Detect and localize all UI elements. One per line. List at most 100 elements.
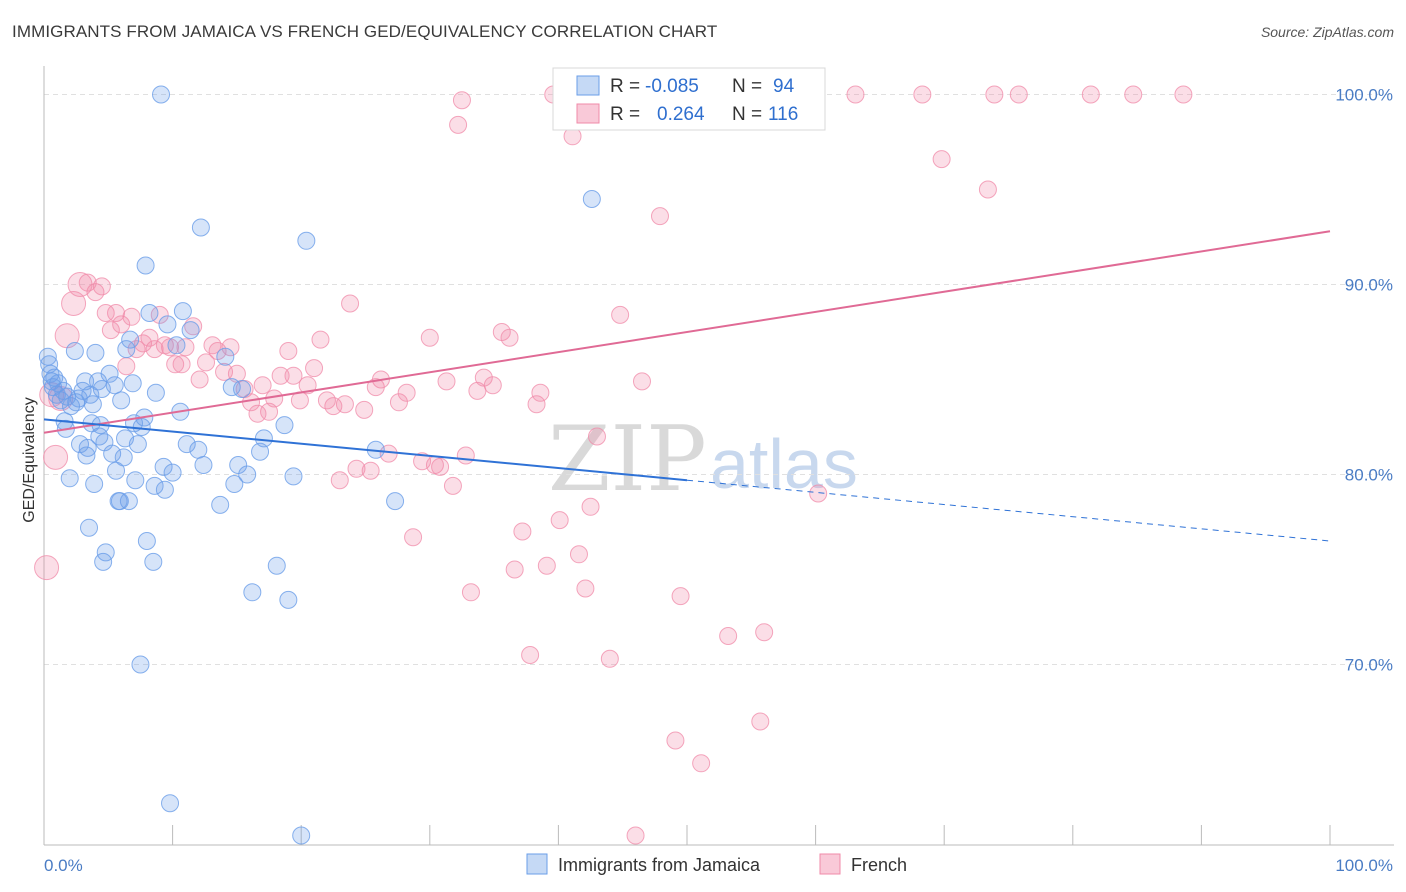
jamaica-point [67, 393, 86, 412]
jamaica-point [144, 552, 163, 571]
french-point [666, 731, 685, 750]
french-point [671, 587, 690, 606]
jamaica-point [177, 435, 196, 454]
french-point [581, 497, 600, 516]
french-point [361, 461, 380, 480]
jamaica-point [243, 583, 262, 602]
french-point [260, 402, 279, 421]
jamaica-point [146, 383, 165, 402]
y-tick-label: 100.0% [1335, 86, 1393, 105]
jamaica-point [136, 256, 155, 275]
french-point [449, 115, 468, 134]
jamaica-point [233, 380, 252, 398]
french-point [172, 355, 191, 374]
french-point [576, 579, 595, 598]
jamaica-point [86, 343, 105, 362]
french-point [197, 353, 216, 372]
french-point [253, 376, 272, 395]
bottom-legend-swatch-french [819, 853, 841, 875]
jamaica-point [161, 794, 180, 813]
y-tick-label: 80.0% [1345, 466, 1393, 485]
french-point [305, 359, 324, 378]
jamaica-point [123, 374, 142, 393]
trend-lines [43, 230, 1331, 542]
x-tick-labels: 0.0% 100.0% [44, 856, 1393, 875]
french-point [101, 321, 120, 340]
french-point [985, 85, 1004, 104]
jamaica-point [78, 438, 97, 457]
jamaica-points [38, 85, 601, 845]
french-point [61, 291, 87, 316]
chart-title: IMMIGRANTS FROM JAMAICA VS FRENCH GED/EQ… [12, 22, 718, 41]
french-point [531, 383, 550, 402]
french-point [78, 273, 97, 292]
french-point [279, 342, 298, 360]
french-point [719, 627, 738, 645]
french-point [298, 376, 317, 395]
french-point [190, 370, 209, 389]
french-point [347, 459, 366, 478]
jamaica-point [238, 465, 257, 484]
legend-n-value-jamaica: 94 [773, 76, 795, 97]
jamaica-point [140, 304, 159, 322]
jamaica-point [103, 444, 122, 463]
french-point [846, 85, 865, 104]
french-point [1081, 85, 1100, 104]
legend-r-value-french: 0.264 [657, 104, 705, 125]
jamaica-point [85, 475, 104, 493]
jamaica-point [229, 456, 248, 474]
french-point [43, 444, 69, 470]
french-point [500, 328, 519, 347]
watermark: ZIP atlas [548, 407, 858, 512]
french-point [1174, 85, 1193, 104]
watermark-zip: ZIP [548, 407, 707, 512]
x-tick-label: 0.0% [44, 856, 83, 875]
french-trend-line [43, 230, 1331, 434]
jamaica-point [194, 456, 213, 474]
jamaica-point [154, 457, 173, 476]
jamaica-point [181, 321, 200, 340]
jamaica-point [90, 427, 109, 446]
jamaica-point [117, 340, 136, 359]
french-point [107, 304, 126, 322]
french-point [335, 395, 354, 414]
legend-swatch-jamaica [576, 75, 600, 96]
french-point [626, 826, 645, 845]
french-point [248, 404, 267, 423]
french-point [176, 338, 195, 357]
jamaica-point [173, 302, 192, 321]
french-point [913, 85, 932, 104]
french-point [443, 476, 462, 495]
french-point [755, 623, 774, 642]
french-point [389, 393, 408, 412]
french-point [611, 305, 630, 324]
legend-r-label-jamaica: R = [610, 76, 640, 97]
jamaica-point [158, 315, 177, 334]
french-point [420, 328, 439, 347]
french-point [456, 446, 475, 465]
french-point [284, 366, 303, 385]
french-point [145, 340, 164, 359]
french-point [474, 368, 493, 387]
jamaica-point [112, 391, 131, 410]
french-point [203, 336, 222, 355]
bottom-legend-label-french: French [851, 855, 907, 875]
jamaica-trend-line-dashed [686, 479, 1331, 542]
french-point [355, 400, 374, 419]
jamaica-point [137, 532, 156, 550]
jamaica-point [267, 556, 286, 575]
french-point [483, 376, 502, 395]
jamaica-point [275, 416, 294, 435]
jamaica-point [155, 480, 174, 499]
jamaica-point [96, 543, 115, 562]
chart-source: Source: ZipAtlas.com [1260, 24, 1394, 40]
french-point [166, 355, 185, 374]
jamaica-point [216, 347, 235, 366]
jamaica-point [152, 85, 171, 104]
legend-r-label-french: R = [610, 104, 640, 125]
jamaica-point [114, 448, 133, 467]
french-point [978, 180, 997, 199]
french-point [140, 328, 159, 347]
bottom-legend-label-jamaica: Immigrants from Jamaica [558, 855, 761, 875]
